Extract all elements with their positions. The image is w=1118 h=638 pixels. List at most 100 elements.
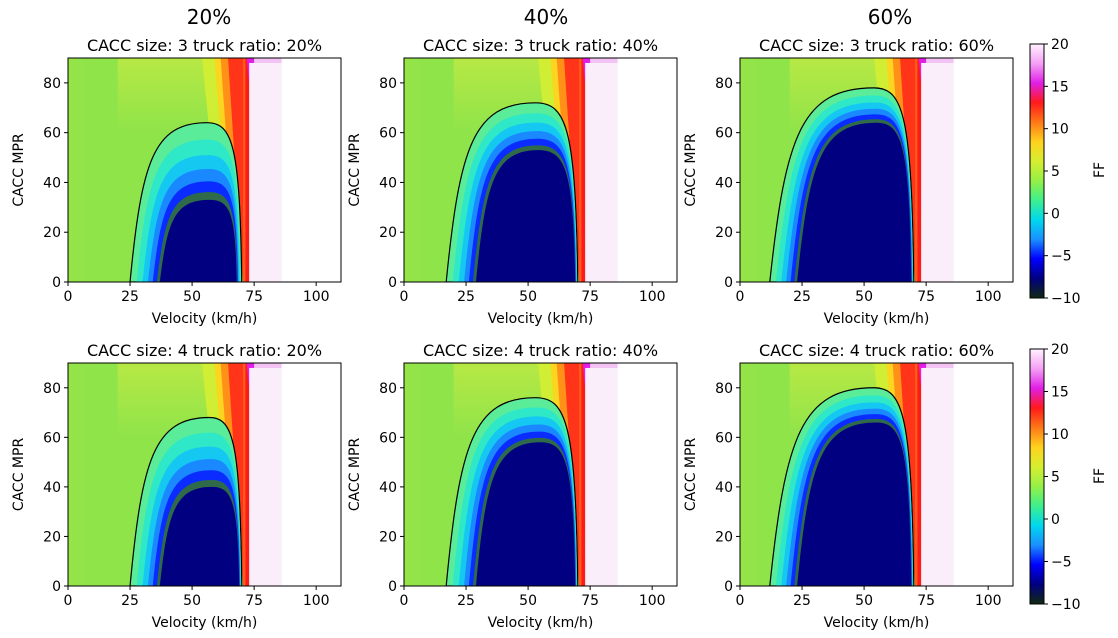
y-tick-label: 60 bbox=[379, 126, 397, 142]
x-tick-label: 100 bbox=[303, 593, 330, 609]
heatmap-high-region bbox=[254, 363, 282, 368]
y-tick-label: 80 bbox=[715, 381, 733, 397]
heatmap-empty-region bbox=[617, 363, 677, 586]
x-tick-label: 100 bbox=[975, 289, 1002, 305]
y-tick-label: 0 bbox=[388, 579, 397, 595]
y-axis-label: CACC MPR bbox=[683, 133, 699, 207]
heatmap-empty-region bbox=[281, 58, 341, 282]
y-tick-label: 60 bbox=[715, 430, 733, 446]
heatmap-high-region bbox=[926, 58, 954, 63]
y-tick-label: 80 bbox=[379, 76, 397, 92]
x-tick-label: 25 bbox=[457, 593, 475, 609]
heatmap-surface bbox=[68, 363, 341, 586]
x-tick-label: 0 bbox=[64, 593, 73, 609]
heatmap-shock-strip bbox=[917, 58, 922, 282]
x-axis-label: Velocity (km/h) bbox=[824, 615, 930, 631]
colorbar-tick-label: −10 bbox=[1051, 597, 1081, 613]
colorbar-tick-label: −10 bbox=[1051, 291, 1081, 307]
colorbar-label: FF bbox=[1092, 468, 1108, 484]
y-tick-label: 40 bbox=[379, 175, 397, 191]
y-tick-label: 60 bbox=[43, 430, 61, 446]
colorbar-tick-label: 20 bbox=[1051, 342, 1069, 358]
y-tick-label: 40 bbox=[715, 480, 733, 496]
axes-frame bbox=[739, 57, 1014, 283]
heatmap-panel: 0 25 50 75 100 0 20 40 60 80 CACC size: 3 truck ra… bbox=[347, 36, 678, 327]
heatmap-surface bbox=[404, 58, 677, 282]
x-tick-label: 75 bbox=[917, 593, 935, 609]
x-tick-label: 75 bbox=[581, 593, 599, 609]
x-tick-label: 75 bbox=[245, 289, 263, 305]
x-tick-label: 75 bbox=[917, 289, 935, 305]
x-tick-label: 25 bbox=[793, 593, 811, 609]
heatmap-high-region bbox=[590, 363, 618, 368]
heatmap-edge-shade bbox=[740, 58, 760, 282]
panel-title: CACC size: 3 truck ratio: 20% bbox=[87, 36, 322, 55]
heatmap-panel: 0 25 50 75 100 0 20 40 60 80 CACC size: 4 truck ra… bbox=[683, 341, 1014, 631]
axes-frame bbox=[67, 57, 342, 283]
y-tick-label: 0 bbox=[724, 579, 733, 595]
heatmap-core bbox=[159, 486, 240, 586]
colorbar-scale bbox=[1029, 348, 1045, 605]
heatmap-high-region bbox=[585, 367, 618, 586]
y-axis-label: CACC MPR bbox=[347, 438, 363, 512]
heatmap-shock-strip bbox=[917, 363, 922, 586]
heatmap-high-region bbox=[249, 62, 282, 282]
panel-title: CACC size: 4 truck ratio: 20% bbox=[87, 341, 322, 360]
heatmap-panel: 0 25 50 75 100 0 20 40 60 80 CACC size: 3 truck ra… bbox=[11, 36, 342, 327]
colorbar: −10 −5 0 5 10 15 20 FF bbox=[1029, 342, 1108, 613]
colorbar-tick-label: 15 bbox=[1051, 79, 1069, 95]
heatmap-empty-region bbox=[617, 58, 677, 282]
x-tick-label: 50 bbox=[183, 289, 201, 305]
heatmap-edge-shade bbox=[740, 363, 760, 586]
heatmap-shock-strip bbox=[581, 363, 586, 586]
y-tick-label: 20 bbox=[715, 225, 733, 241]
y-tick-label: 80 bbox=[715, 76, 733, 92]
heatmap-edge-shade bbox=[68, 363, 88, 586]
x-tick-label: 25 bbox=[793, 289, 811, 305]
heatmap-empty-region bbox=[953, 363, 1013, 586]
x-tick-label: 25 bbox=[121, 593, 139, 609]
y-tick-label: 20 bbox=[379, 529, 397, 545]
y-tick-label: 0 bbox=[724, 275, 733, 291]
colorbar-tick-label: 10 bbox=[1051, 122, 1069, 138]
x-tick-label: 50 bbox=[855, 289, 873, 305]
x-tick-label: 0 bbox=[736, 289, 745, 305]
heatmap-surface bbox=[404, 363, 677, 586]
heatmap-surface bbox=[68, 58, 341, 282]
x-tick-label: 100 bbox=[303, 289, 330, 305]
x-axis-label: Velocity (km/h) bbox=[488, 615, 594, 631]
x-tick-label: 0 bbox=[400, 289, 409, 305]
heatmap-high-region bbox=[921, 367, 954, 586]
heatmap-empty-region bbox=[281, 363, 341, 586]
y-axis-label: CACC MPR bbox=[11, 438, 27, 512]
heatmap-edge-shade bbox=[404, 363, 424, 586]
heatmap-core bbox=[475, 442, 576, 586]
y-tick-label: 40 bbox=[379, 480, 397, 496]
x-tick-label: 0 bbox=[400, 593, 409, 609]
colorbar-tick-label: 15 bbox=[1051, 385, 1069, 401]
heatmap-surface bbox=[740, 363, 1013, 586]
colorbar: −10 −5 0 5 10 15 20 FF bbox=[1029, 37, 1108, 307]
x-axis-label: Velocity (km/h) bbox=[152, 311, 258, 327]
x-tick-label: 25 bbox=[457, 289, 475, 305]
colorbar-tick-label: 0 bbox=[1051, 206, 1060, 222]
y-tick-label: 60 bbox=[379, 430, 397, 446]
x-tick-label: 0 bbox=[736, 593, 745, 609]
axes-frame bbox=[739, 362, 1014, 587]
colorbar-tick-label: −5 bbox=[1051, 555, 1072, 571]
x-tick-label: 100 bbox=[639, 593, 666, 609]
colorbar-tick-label: 20 bbox=[1051, 37, 1069, 53]
y-axis-label: CACC MPR bbox=[347, 133, 363, 207]
colorbar-tick-label: 5 bbox=[1051, 470, 1060, 486]
x-tick-label: 50 bbox=[183, 593, 201, 609]
heatmap-surface bbox=[740, 58, 1013, 282]
x-tick-label: 25 bbox=[121, 289, 139, 305]
y-tick-label: 60 bbox=[43, 126, 61, 142]
heatmap-shock-strip bbox=[581, 58, 586, 282]
x-tick-label: 50 bbox=[519, 289, 537, 305]
heatmap-core bbox=[797, 122, 912, 282]
heatmap-shock-strip bbox=[245, 363, 250, 586]
heatmap-empty-region bbox=[953, 58, 1013, 282]
column-title: 40% bbox=[524, 5, 568, 29]
